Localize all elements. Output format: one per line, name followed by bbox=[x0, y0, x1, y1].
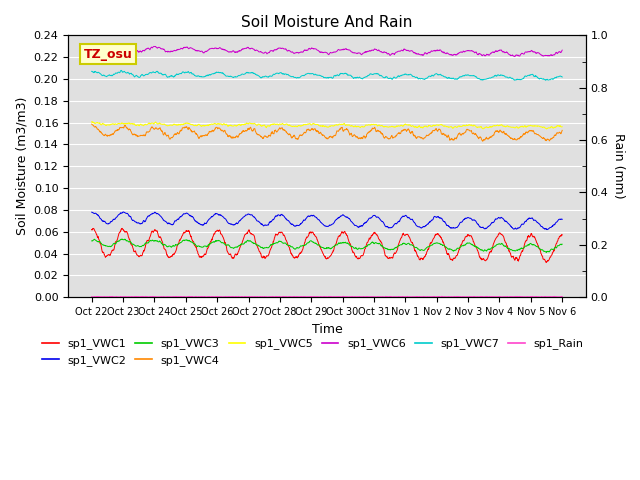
Text: TZ_osu: TZ_osu bbox=[84, 48, 132, 60]
X-axis label: Time: Time bbox=[312, 323, 342, 336]
Title: Soil Moisture And Rain: Soil Moisture And Rain bbox=[241, 15, 413, 30]
Y-axis label: Soil Moisture (m3/m3): Soil Moisture (m3/m3) bbox=[15, 97, 28, 236]
Legend: sp1_VWC1, sp1_VWC2, sp1_VWC3, sp1_VWC4, sp1_VWC5, sp1_VWC6, sp1_VWC7, sp1_Rain: sp1_VWC1, sp1_VWC2, sp1_VWC3, sp1_VWC4, … bbox=[38, 334, 588, 370]
Y-axis label: Rain (mm): Rain (mm) bbox=[612, 133, 625, 199]
